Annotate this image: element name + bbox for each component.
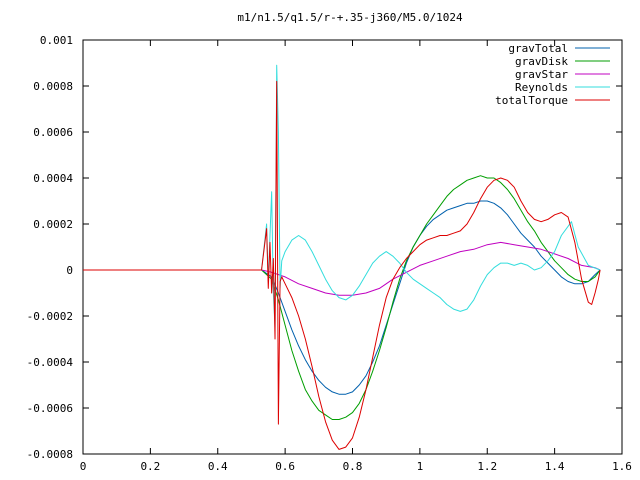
y-tick-label: 0.001 [40, 34, 73, 47]
y-tick-label: -0.0002 [27, 310, 73, 323]
legend-label-gravDisk: gravDisk [515, 55, 568, 68]
x-tick-label: 1.2 [477, 460, 497, 473]
x-tick-label: 0.2 [140, 460, 160, 473]
x-tick-label: 0.4 [208, 460, 228, 473]
legend-label-gravStar: gravStar [515, 68, 568, 81]
legend: gravTotalgravDiskgravStarReynoldstotalTo… [495, 42, 610, 107]
x-tick-label: 1.4 [545, 460, 565, 473]
series-line-gravStar [83, 241, 601, 296]
chart-title: m1/n1.5/q1.5/r-+.35-j360/M5.0/1024 [237, 11, 463, 24]
x-tick-label: 1 [417, 460, 424, 473]
y-tick-label: 0.0008 [33, 80, 73, 93]
legend-label-gravTotal: gravTotal [508, 42, 568, 55]
y-tick-label: 0 [66, 264, 73, 277]
series-line-gravTotal [83, 200, 601, 395]
y-tick-label: -0.0006 [27, 402, 73, 415]
legend-label-Reynolds: Reynolds [515, 81, 568, 94]
series-line-gravDisk [83, 175, 601, 420]
y-tick-label: 0.0006 [33, 126, 73, 139]
y-tick-label: -0.0008 [27, 448, 73, 461]
y-tick-label: 0.0002 [33, 218, 73, 231]
y-tick-label: 0.0004 [33, 172, 73, 185]
series-line-Reynolds [83, 64, 601, 328]
x-tick-label: 0 [80, 460, 87, 473]
x-tick-label: 0.6 [275, 460, 295, 473]
x-tick-label: 1.6 [612, 460, 632, 473]
plot-area: 0 0.2 0.4 0.6 0.8 1 1.2 1.4 1.6 0.001 0.0008 0.0006… [27, 34, 632, 473]
legend-label-totalTorque: totalTorque [495, 94, 568, 107]
series-line-totalTorque [83, 80, 601, 450]
y-tick-label: -0.0004 [27, 356, 74, 369]
x-tick-label: 0.8 [343, 460, 363, 473]
